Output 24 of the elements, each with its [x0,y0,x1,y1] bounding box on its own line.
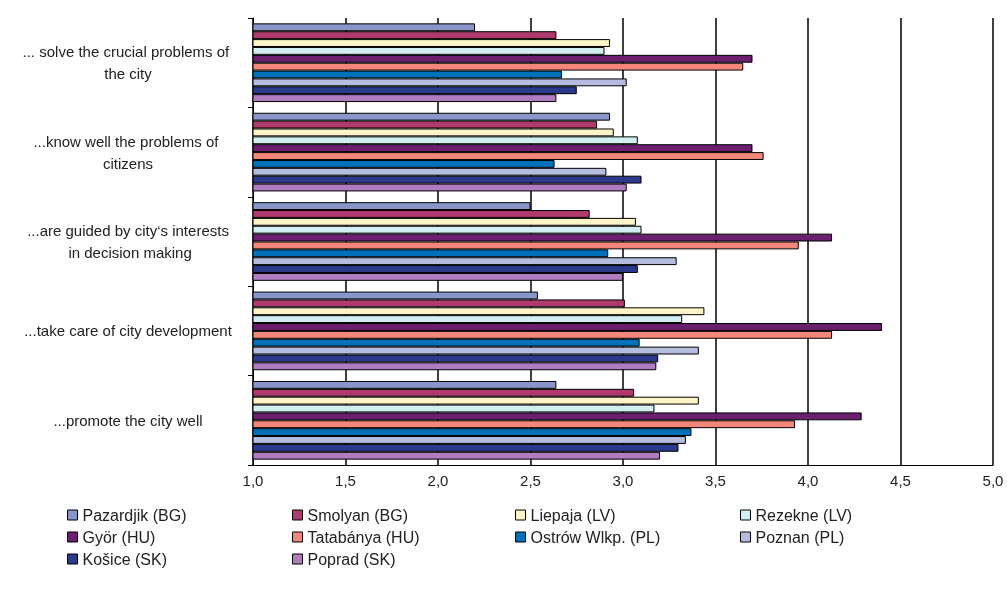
x-tick-label: 4,5 [890,472,911,489]
legend-label: Rezekne (LV) [755,506,853,524]
x-tick-label: 2,0 [427,472,449,489]
x-tick-label: 5,0 [982,472,1004,489]
legend-label: Poprad (SK) [307,550,396,568]
x-tick-label: 1,5 [335,472,356,489]
legend-label: Smolyan (BG) [307,506,408,524]
x-tick-label: 1,0 [242,472,264,489]
legend-label: Poznan (PL) [755,528,845,546]
y-tick-label: ...know well the problems of citizens [33,132,223,172]
x-tick-label: 3,0 [612,472,634,489]
legend-label: Košice (SK) [82,550,167,568]
x-tick-label: 2,5 [520,472,541,489]
legend-label: Ostrów Wlkp. (PL) [530,528,661,546]
legend-label: Györ (HU) [82,528,156,546]
y-tick-label: ... solve the crucial problems of the city [22,43,234,83]
x-tick-label: 3,5 [705,472,726,489]
y-tick-label: ...are guided by city‘s interests in decision making [27,222,229,261]
legend-label: Tatabánya (HU) [307,528,420,546]
legend-label: Pazardjik (BG) [82,506,187,524]
legend-label: Liepaja (LV) [530,506,616,524]
y-tick-label: ...promote the city well [53,411,203,429]
x-tick-label: 4,0 [797,472,819,489]
y-tick-label: ...take care of city development [24,322,233,340]
